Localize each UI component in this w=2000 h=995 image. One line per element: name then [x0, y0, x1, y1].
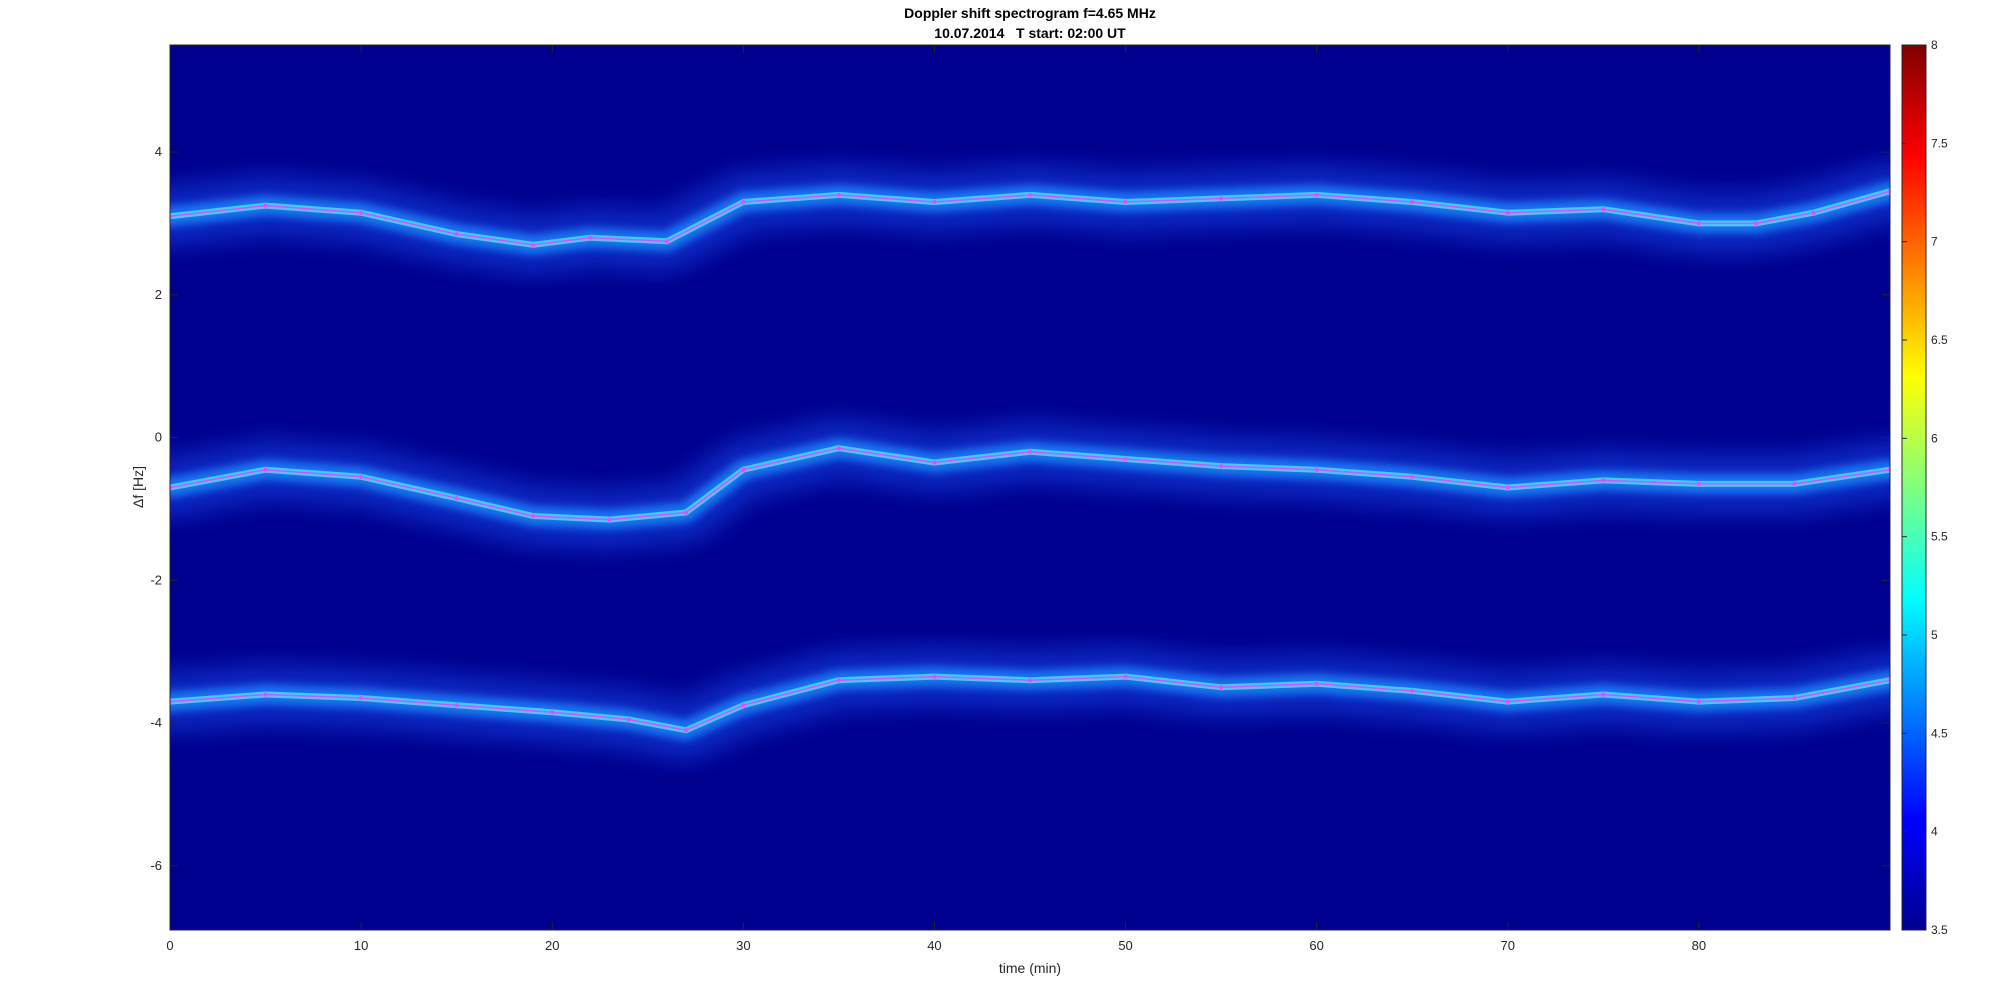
colorbar-tick-label: 6	[1931, 431, 1938, 445]
trace-point	[741, 467, 746, 472]
colorbar-tick-label: 8	[1931, 38, 1938, 52]
trace-point	[741, 200, 746, 205]
trace-point	[1028, 678, 1032, 683]
trace-point	[684, 728, 688, 733]
trace-point	[932, 460, 937, 465]
x-tick-label: 20	[545, 938, 559, 953]
doppler-traces	[170, 189, 1890, 733]
y-tick-label: -4	[150, 715, 162, 730]
x-axis: 0 10 20 30 40 50 60 70 80	[166, 45, 1706, 953]
trace-point	[1028, 192, 1032, 197]
trace-point	[454, 496, 459, 501]
x-tick-label: 80	[1692, 938, 1706, 953]
trace-point	[1219, 464, 1224, 469]
trace-point	[1811, 210, 1816, 215]
chart-subtitle: 10.07.2014 T start: 02:00 UT	[934, 25, 1126, 41]
trace-point	[1505, 485, 1510, 490]
trace-point	[741, 703, 746, 708]
trace-point	[263, 692, 268, 697]
y-tick-label: 0	[155, 430, 162, 445]
trace-point	[1123, 674, 1128, 679]
trace-point	[263, 467, 268, 472]
x-tick-label: 70	[1501, 938, 1515, 953]
trace-point	[359, 474, 364, 479]
y-axis-label: Δf [Hz]	[130, 466, 146, 508]
trace-point	[932, 674, 937, 679]
trace-point	[1505, 210, 1510, 215]
trace-point	[1754, 221, 1759, 226]
trace-point	[1123, 200, 1128, 205]
trace-point	[359, 696, 364, 701]
plot-area	[170, 45, 1890, 930]
colorbar-tick-label: 4.5	[1931, 726, 1948, 740]
trace-point	[1410, 688, 1415, 693]
x-tick-label: 10	[354, 938, 368, 953]
trace-point	[531, 242, 536, 247]
colorbar-tick-label: 6.5	[1931, 333, 1948, 347]
x-tick-label: 50	[1118, 938, 1132, 953]
colorbar-tick-label: 3.5	[1931, 923, 1948, 937]
trace-point	[1696, 699, 1701, 704]
trace-point	[684, 510, 688, 515]
doppler-trace-3	[170, 675, 1890, 731]
doppler-trace-2	[170, 447, 1890, 521]
trace-point	[588, 235, 593, 240]
colorbar-bar	[1901, 44, 1927, 931]
trace-point	[664, 239, 669, 244]
x-tick-label: 60	[1309, 938, 1323, 953]
trace-point	[1505, 699, 1510, 704]
trace-point	[1792, 696, 1797, 701]
trace-point	[1792, 481, 1797, 486]
trace-point	[1123, 456, 1128, 461]
trace-point	[531, 514, 536, 519]
plot-frame	[169, 44, 1891, 931]
trace-point	[836, 192, 841, 197]
trace-point	[1696, 221, 1701, 226]
x-tick-label: 30	[736, 938, 750, 953]
trace-point	[1028, 449, 1032, 454]
colorbar-tick-label: 5	[1931, 628, 1938, 642]
trace-point	[1696, 481, 1701, 486]
trace-point	[836, 446, 841, 451]
trace-point	[1601, 478, 1606, 483]
trace-point	[932, 200, 937, 205]
trace-point	[1410, 474, 1415, 479]
trace-point	[1219, 196, 1224, 201]
y-tick-label: -2	[150, 572, 162, 587]
colorbar-tick-label: 5.5	[1931, 530, 1948, 544]
colorbar-tick-label: 7	[1931, 235, 1938, 249]
trace-point	[836, 678, 841, 683]
colorbar-tick-label: 4	[1931, 825, 1938, 839]
x-tick-label: 40	[927, 938, 941, 953]
y-tick-label: 4	[155, 144, 162, 159]
x-tick-label: 0	[166, 938, 173, 953]
colorbar-tick-label: 7.5	[1931, 136, 1948, 150]
colorbar: 8 7.5 7 6.5 6 5.5 5 4.5 4 3.5	[1901, 38, 1948, 937]
trace-point	[1314, 681, 1319, 686]
trace-point	[1314, 467, 1319, 472]
trace-point	[1601, 207, 1606, 212]
trace-point	[626, 717, 631, 722]
colorbar-ticks: 8 7.5 7 6.5 6 5.5 5 4.5 4 3.5	[1902, 38, 1948, 937]
trace-point	[263, 203, 268, 208]
trace-point	[1410, 200, 1415, 205]
trace-point	[1601, 692, 1606, 697]
trace-point	[1219, 685, 1224, 690]
y-tick-label: -6	[150, 858, 162, 873]
trace-point	[454, 232, 459, 237]
trace-point	[454, 703, 459, 708]
trace-point	[607, 517, 612, 522]
y-tick-label: 2	[155, 287, 162, 302]
trace-point	[550, 710, 555, 715]
x-axis-label: time (min)	[999, 960, 1061, 976]
trace-point	[359, 210, 364, 215]
chart-title: Doppler shift spectrogram f=4.65 MHz	[904, 5, 1156, 21]
y-axis: 4 2 0 -2 -4 -6	[150, 144, 1890, 873]
trace-point	[1314, 192, 1319, 197]
